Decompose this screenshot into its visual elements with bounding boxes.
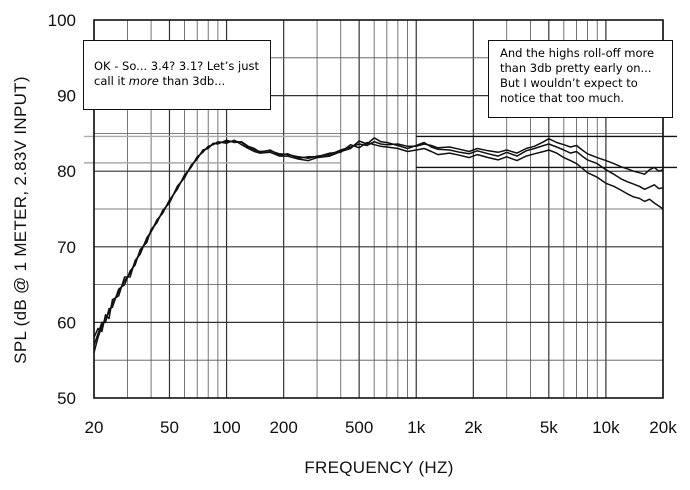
plot-frame: [93, 19, 664, 399]
annotation-left-text: than 3db...: [158, 74, 226, 88]
y-tick-label: 80: [57, 162, 76, 181]
x-axis-title: FREQUENCY (HZ): [304, 458, 453, 477]
y-tick-label: 70: [57, 238, 76, 257]
series-group: [93, 137, 664, 353]
annotation-right-line: than 3db pretty early on...: [500, 61, 652, 75]
annotation-right-line: notice that too much.: [500, 91, 625, 105]
x-tick-label: 10k: [592, 418, 620, 437]
x-tick-label: 200: [269, 418, 297, 437]
annotation-left-emphasis: more: [128, 74, 159, 88]
annotation-right-box: And the highs roll-off more than 3db pre…: [488, 40, 673, 118]
annotation-right-line: And the highs roll-off more: [500, 46, 655, 60]
annotation-left-text: call it: [94, 74, 129, 88]
y-tick-label: 100: [48, 11, 76, 30]
annotation-right-line: But I wouldn’t expect to: [500, 76, 638, 90]
x-tick-label: 2k: [464, 418, 482, 437]
x-tick-label: 5k: [540, 418, 558, 437]
x-tick-label: 50: [160, 418, 179, 437]
x-tick-label: 1k: [407, 418, 425, 437]
tick-labels: 20 50 100 200 500 1k 2k 5k 10k 20k 50 60 70 80 90 100: [48, 11, 678, 437]
reference-lines: [84, 135, 677, 169]
y-tick-label: 90: [57, 87, 76, 106]
y-tick-label: 50: [57, 389, 76, 408]
series-line-3: [93, 139, 664, 346]
y-axis-title: SPL (dB @ 1 METER, 2.83V INPUT): [11, 76, 30, 364]
annotation-left-line: OK - So... 3.4? 3.1? Let’s just: [94, 59, 259, 73]
x-tick-label: 100: [212, 418, 240, 437]
x-tick-label: 20k: [649, 418, 677, 437]
annotation-left-line: call it more than 3db...: [94, 74, 260, 89]
series-line-2: [93, 137, 664, 338]
x-tick-label: 20: [85, 418, 104, 437]
x-tick-label: 500: [345, 418, 373, 437]
annotation-left-box: OK - So... 3.4? 3.1? Let’s just call it …: [83, 40, 271, 110]
y-tick-label: 60: [57, 313, 76, 332]
